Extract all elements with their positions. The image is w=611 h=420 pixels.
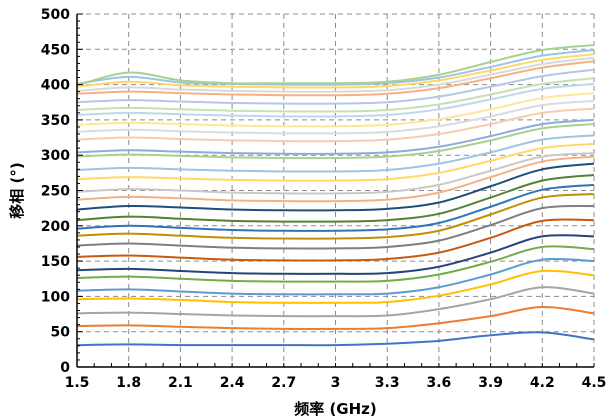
series-line-8 (76, 218, 595, 262)
x-tick-label: 4.2 (530, 375, 555, 391)
series-line-18 (76, 123, 595, 160)
x-tick-label: 2.4 (220, 375, 245, 391)
series-line-1 (76, 331, 595, 347)
series-line-30 (76, 44, 595, 87)
series-line-4 (76, 269, 595, 304)
y-tick-label: 250 (41, 184, 70, 200)
series-line-17 (76, 134, 595, 173)
x-tick-label: 1.5 (65, 375, 90, 391)
y-tick-label: 300 (41, 148, 70, 164)
y-tick-label: 150 (41, 254, 70, 270)
series-line-2 (76, 305, 595, 330)
series-line-26 (76, 60, 595, 97)
series-line-21 (76, 99, 595, 135)
series-line-28 (76, 53, 595, 89)
series-line-10 (76, 193, 595, 240)
y-tick-label: 350 (41, 113, 70, 129)
x-tick-label: 4.5 (582, 375, 607, 391)
series-line-9 (76, 205, 595, 250)
axis-ticks (76, 13, 595, 368)
series-line-27 (76, 56, 595, 93)
series-line-7 (76, 234, 595, 275)
series-line-24 (76, 77, 595, 113)
series-line-14 (76, 155, 595, 203)
y-tick-label: 400 (41, 78, 70, 94)
y-tick-label: 100 (41, 289, 70, 305)
y-axis-title: 移相 (°) (8, 162, 26, 218)
y-tick-label: 0 (60, 360, 70, 376)
series-line-22 (76, 92, 595, 128)
series-line-12 (76, 173, 595, 223)
x-tick-label: 3 (331, 375, 341, 391)
tick-labels: 0 50 100 150 200 250 300 350 400 450 500 1.5 1.8 2.1 2… (41, 7, 607, 391)
x-tick-label: 3.3 (375, 375, 400, 391)
series-line-29 (76, 49, 595, 86)
series-line-16 (76, 142, 595, 182)
x-tick-label: 2.1 (168, 375, 193, 391)
x-tick-label: 3.9 (478, 375, 503, 391)
series-line-20 (76, 107, 595, 143)
series-line-19 (76, 118, 595, 155)
y-tick-label: 200 (41, 219, 70, 235)
x-tick-label: 1.8 (116, 375, 141, 391)
x-tick-label: 3.6 (426, 375, 451, 391)
series-line-23 (76, 82, 595, 118)
series-line-13 (76, 162, 595, 212)
x-axis-title: 频率 (GHz) (294, 400, 377, 418)
y-tick-label: 450 (41, 42, 70, 58)
series-lines (76, 44, 595, 347)
y-tick-label: 500 (41, 7, 70, 23)
y-tick-label: 50 (51, 325, 71, 341)
x-tick-label: 2.7 (271, 375, 296, 391)
series-line-25 (76, 68, 595, 105)
series-line-15 (76, 152, 595, 195)
series-line-3 (76, 286, 595, 318)
series-line-11 (76, 183, 595, 232)
series-line-6 (76, 245, 595, 283)
series-line-5 (76, 257, 595, 296)
